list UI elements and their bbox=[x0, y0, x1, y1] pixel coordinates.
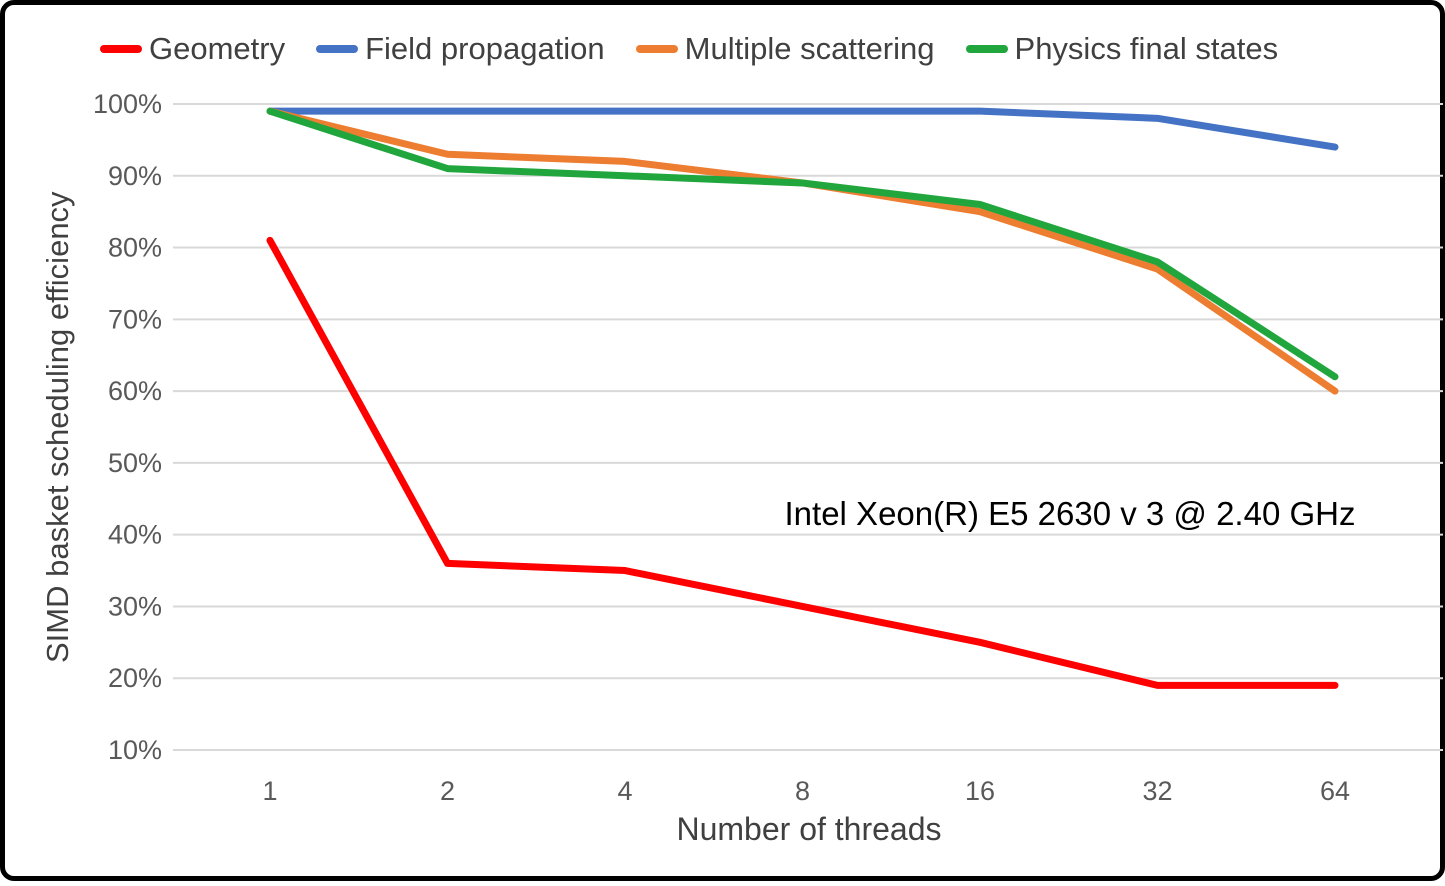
y-tick-label: 10% bbox=[108, 735, 162, 765]
y-tick-label: 70% bbox=[108, 304, 162, 334]
y-tick-label: 90% bbox=[108, 161, 162, 191]
x-axis-title: Number of threads bbox=[676, 811, 942, 847]
legend-label: Physics final states bbox=[1014, 31, 1279, 66]
x-tick-label: 64 bbox=[1320, 776, 1350, 806]
legend-label: Field propagation bbox=[365, 31, 605, 66]
y-tick-label: 100% bbox=[93, 89, 162, 119]
legend-line-swatch-icon bbox=[316, 45, 359, 53]
y-tick-label: 30% bbox=[108, 591, 162, 621]
x-tick-label: 4 bbox=[617, 776, 632, 806]
series-line-multiple-scattering bbox=[266, 107, 1339, 395]
legend-label: Geometry bbox=[149, 31, 286, 66]
y-tick-label: 80% bbox=[108, 233, 162, 263]
series-line-geometry bbox=[266, 236, 1339, 689]
legend-line-swatch-icon bbox=[635, 45, 678, 53]
x-tick-label: 16 bbox=[965, 776, 995, 806]
y-tick-label: 40% bbox=[108, 520, 162, 550]
x-tick-label: 1 bbox=[262, 776, 277, 806]
series-line-field-propagation bbox=[266, 107, 1339, 151]
legend: Geometry Field propagation Multiple scatte… bbox=[100, 31, 1278, 67]
y-tick-label: 60% bbox=[108, 376, 162, 406]
legend-line-swatch-icon bbox=[100, 45, 142, 53]
cpu-annotation: Intel Xeon(R) E5 2630 v 3 @ 2.40 GHz bbox=[784, 495, 1356, 532]
legend-label: Multiple scattering bbox=[684, 31, 935, 66]
plot-svg: 100% 90% 80% 70% 60% 50% 40% 30% 20% 10% 1 2 4 8 16 32 6… bbox=[93, 89, 1443, 806]
series-line-physics-final-states bbox=[266, 107, 1339, 381]
y-tick-label: 20% bbox=[108, 663, 162, 693]
y-tick-label: 50% bbox=[108, 448, 162, 478]
legend-line-swatch-icon bbox=[965, 45, 1008, 53]
x-tick-label: 2 bbox=[440, 776, 455, 806]
x-tick-label: 8 bbox=[795, 776, 810, 806]
legend-item-field-propagation: Field propagation bbox=[316, 31, 605, 67]
legend-item-geometry: Geometry bbox=[100, 31, 285, 67]
legend-item-physics-final-states: Physics final states bbox=[965, 31, 1279, 67]
x-tick-label: 32 bbox=[1142, 776, 1172, 806]
legend-item-multiple-scattering: Multiple scattering bbox=[635, 31, 935, 67]
y-axis-title: SIMD basket scheduling efficiency bbox=[40, 191, 75, 663]
